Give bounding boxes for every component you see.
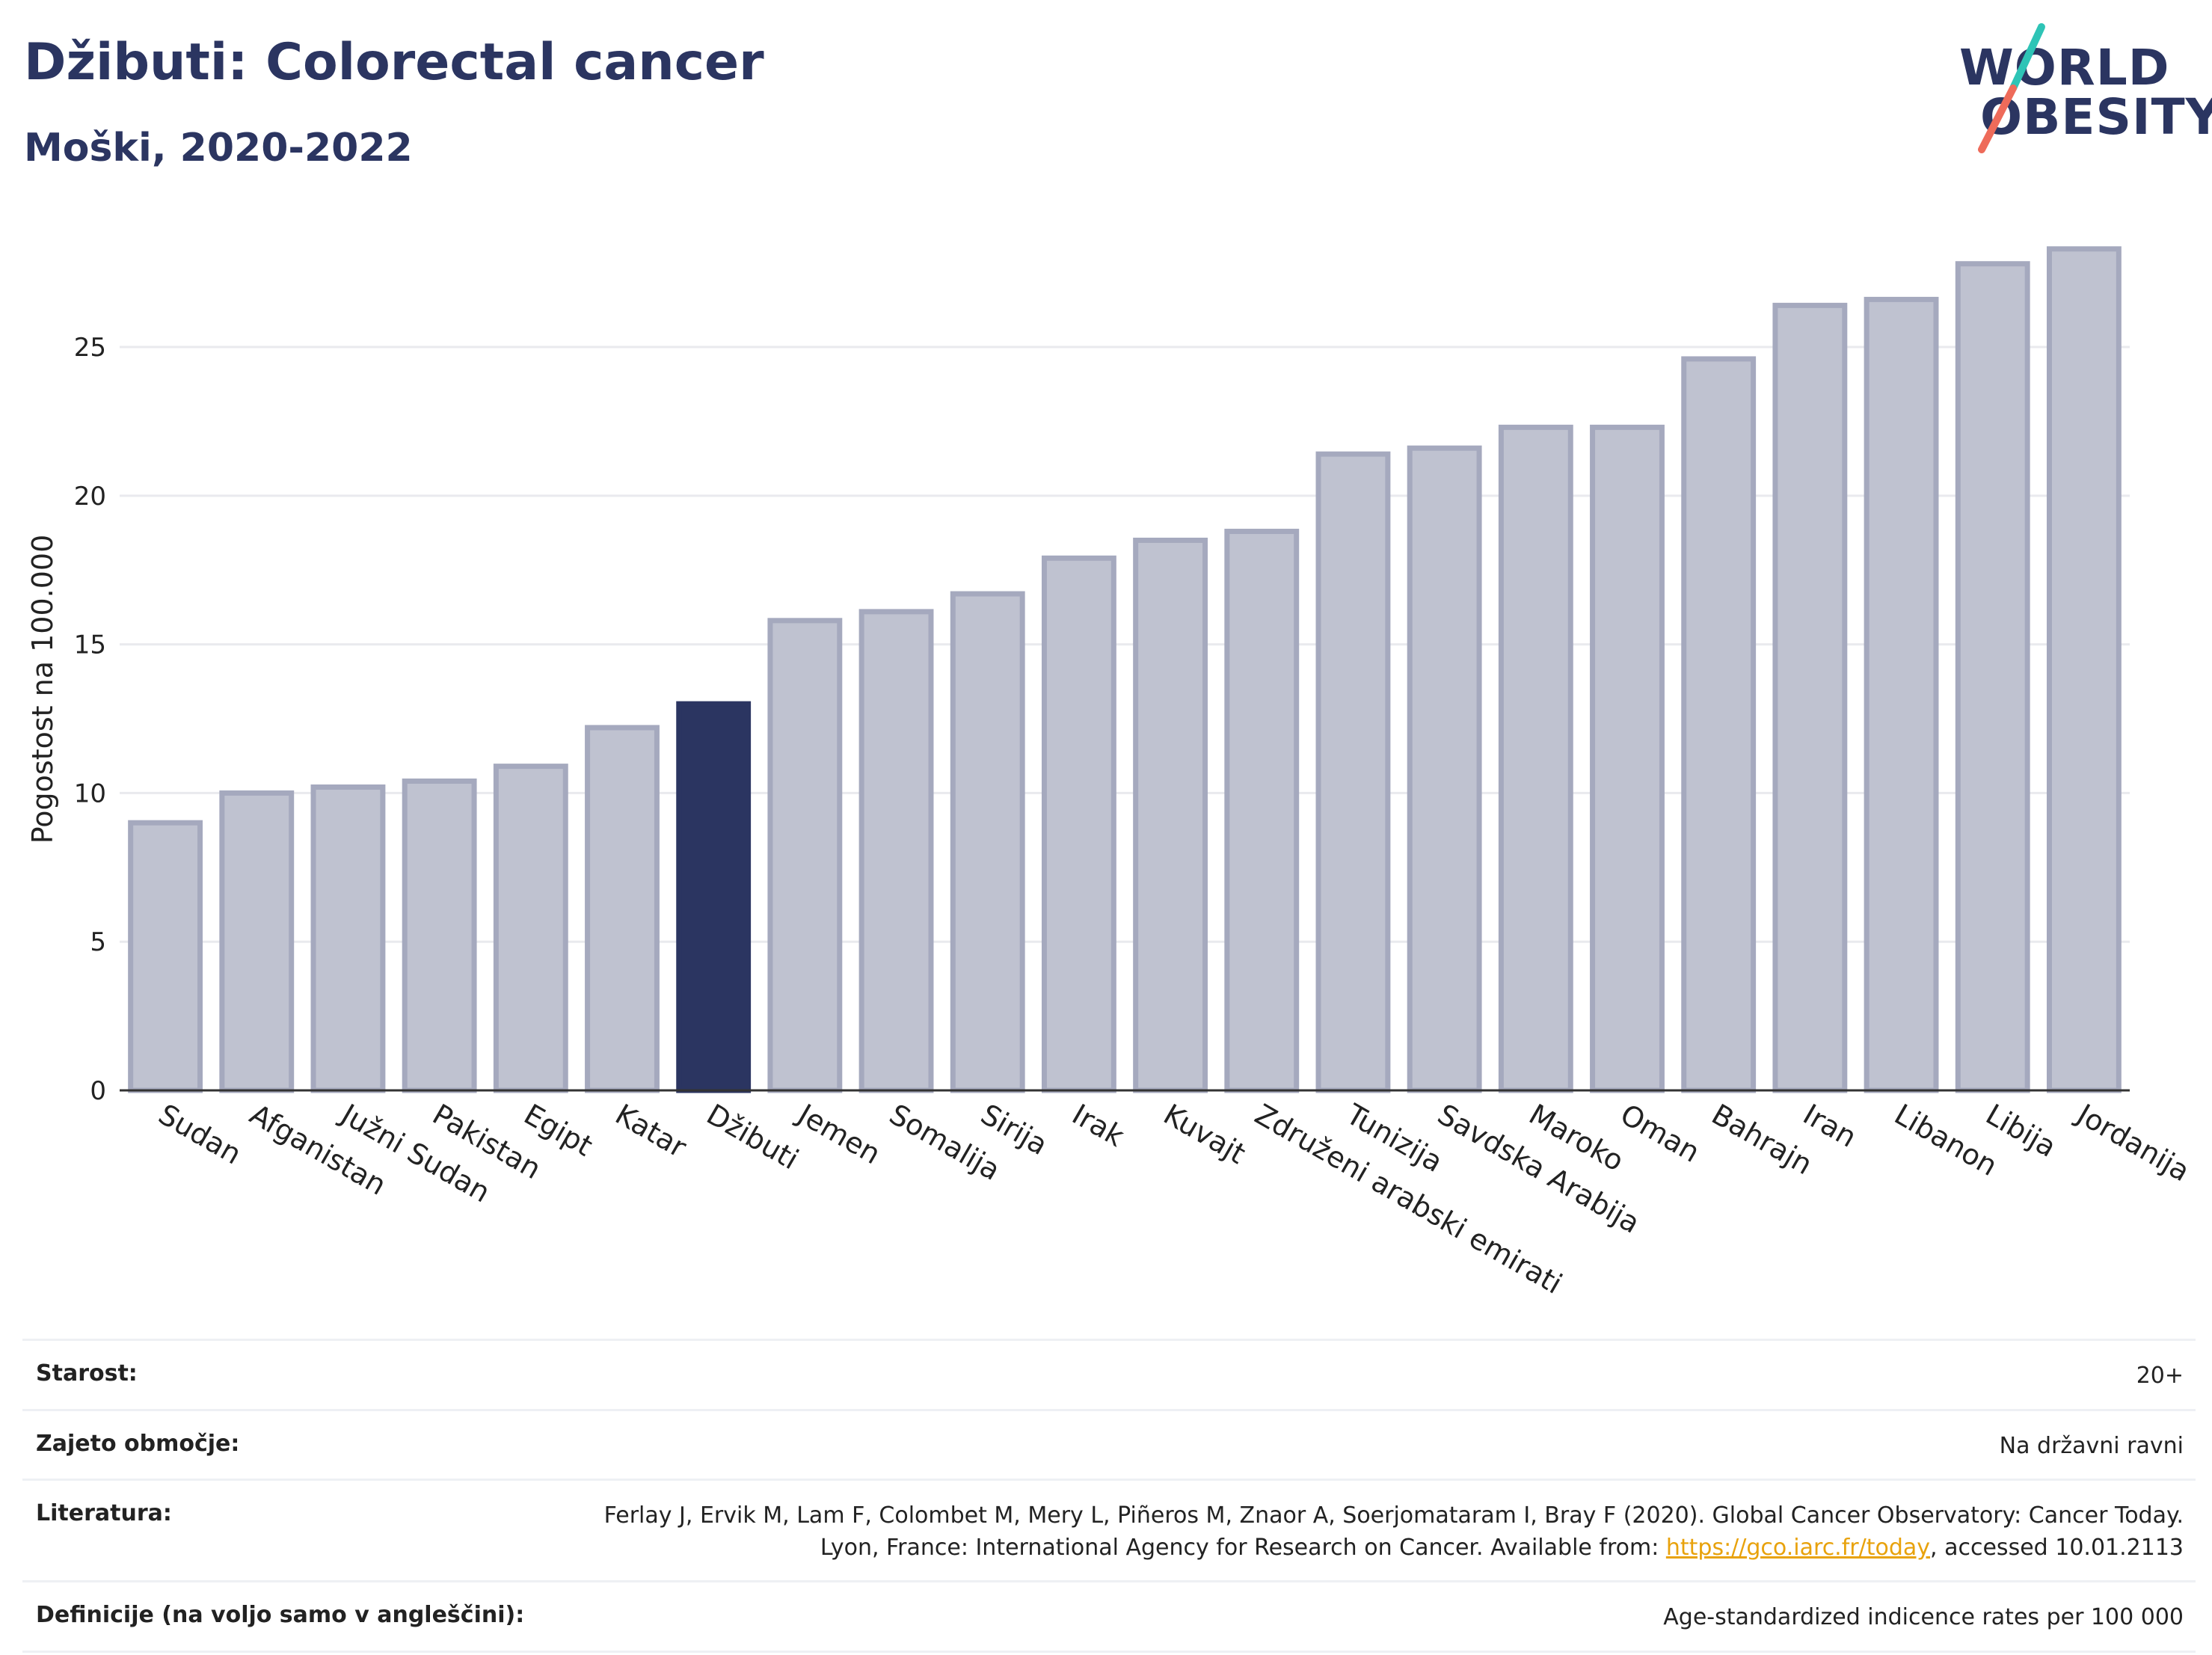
y-tick-label: 20 — [74, 482, 106, 512]
info-value-coverage: Na državni ravni — [1999, 1432, 2184, 1459]
bar — [1864, 296, 1939, 1093]
bar — [1498, 424, 1573, 1093]
x-tick-label: Oman — [1615, 1098, 1706, 1169]
bar — [1590, 424, 1665, 1093]
x-tick-label: Kuvajt — [1158, 1098, 1251, 1170]
literature-text: Ferlay J, Ervik M, Lam F, Colombet M, Me… — [603, 1502, 2184, 1561]
logo-line-2: OBESITY — [1980, 88, 2212, 146]
bar — [676, 701, 752, 1093]
bar — [950, 591, 1025, 1093]
x-tick-label: Iran — [1798, 1098, 1862, 1154]
bar — [402, 779, 477, 1093]
bar — [1224, 529, 1300, 1093]
y-tick-label: 0 — [90, 1076, 106, 1106]
info-row-definitions: Definicije (na voljo samo v angleščini):… — [22, 1580, 2196, 1653]
bar — [493, 764, 568, 1093]
info-row-literature: Literatura: Ferlay J, Ervik M, Lam F, Co… — [22, 1479, 2196, 1580]
y-tick-label: 5 — [90, 927, 106, 957]
logo-slash-icon — [1978, 23, 2045, 153]
info-key-age: Starost: — [36, 1360, 138, 1387]
bar — [585, 725, 660, 1093]
bar — [767, 618, 843, 1093]
x-tick-label: Sudan — [153, 1098, 248, 1171]
bar — [1041, 555, 1116, 1093]
info-value-age: 20+ — [2136, 1363, 2184, 1389]
x-tick-label: Irak — [1066, 1098, 1129, 1153]
page-title: Džibuti: Colorectal cancer — [24, 33, 764, 92]
page-subtitle: Moški, 2020-2022 — [24, 126, 413, 171]
bar — [1681, 356, 1757, 1093]
info-value-literature: Ferlay J, Ervik M, Lam F, Colombet M, Me… — [538, 1500, 2184, 1564]
x-tick-label: Katar — [610, 1098, 692, 1164]
info-table: Starost: 20+ Zajeto območje: Na državni … — [22, 1339, 2196, 1653]
info-key-coverage: Zajeto območje: — [36, 1430, 240, 1457]
y-tick-label: 10 — [74, 779, 106, 808]
bar — [310, 784, 386, 1093]
bar — [1315, 451, 1391, 1093]
info-row-age: Starost: 20+ — [22, 1339, 2196, 1409]
literature-link[interactable]: https://gco.iarc.fr/today — [1665, 1534, 1931, 1561]
bar — [858, 609, 934, 1093]
literature-accessed: , accessed 10.01.2113 — [1930, 1534, 2184, 1561]
info-row-coverage: Zajeto območje: Na državni ravni — [22, 1408, 2196, 1479]
bar — [128, 820, 203, 1093]
x-tick-label: Libanon — [1889, 1098, 2003, 1182]
logo-line-1: WORLD — [1959, 39, 2170, 96]
y-tick-label: 15 — [74, 630, 106, 660]
bar — [1407, 445, 1482, 1093]
x-tick-label: Džibuti — [701, 1098, 805, 1176]
bar — [1955, 261, 2030, 1093]
info-key-literature: Literatura: — [36, 1500, 172, 1527]
bar — [2046, 246, 2122, 1093]
y-axis-label: Pogostost na 100.000 — [26, 535, 59, 844]
x-tick-label: Bahrajn — [1706, 1098, 1818, 1182]
world-obesity-logo: WORLD OBESITY — [1959, 21, 2212, 156]
x-tick-label: Jemen — [791, 1097, 886, 1171]
y-tick-label: 25 — [74, 333, 106, 363]
info-key-definitions: Definicije (na voljo samo v angleščini): — [36, 1602, 525, 1629]
info-value-definitions: Age-standardized indicence rates per 100… — [1663, 1604, 2184, 1631]
bar — [1772, 302, 1848, 1093]
bar — [1133, 537, 1208, 1093]
bar — [219, 790, 295, 1093]
x-tick-label: Jordanija — [2071, 1097, 2196, 1188]
